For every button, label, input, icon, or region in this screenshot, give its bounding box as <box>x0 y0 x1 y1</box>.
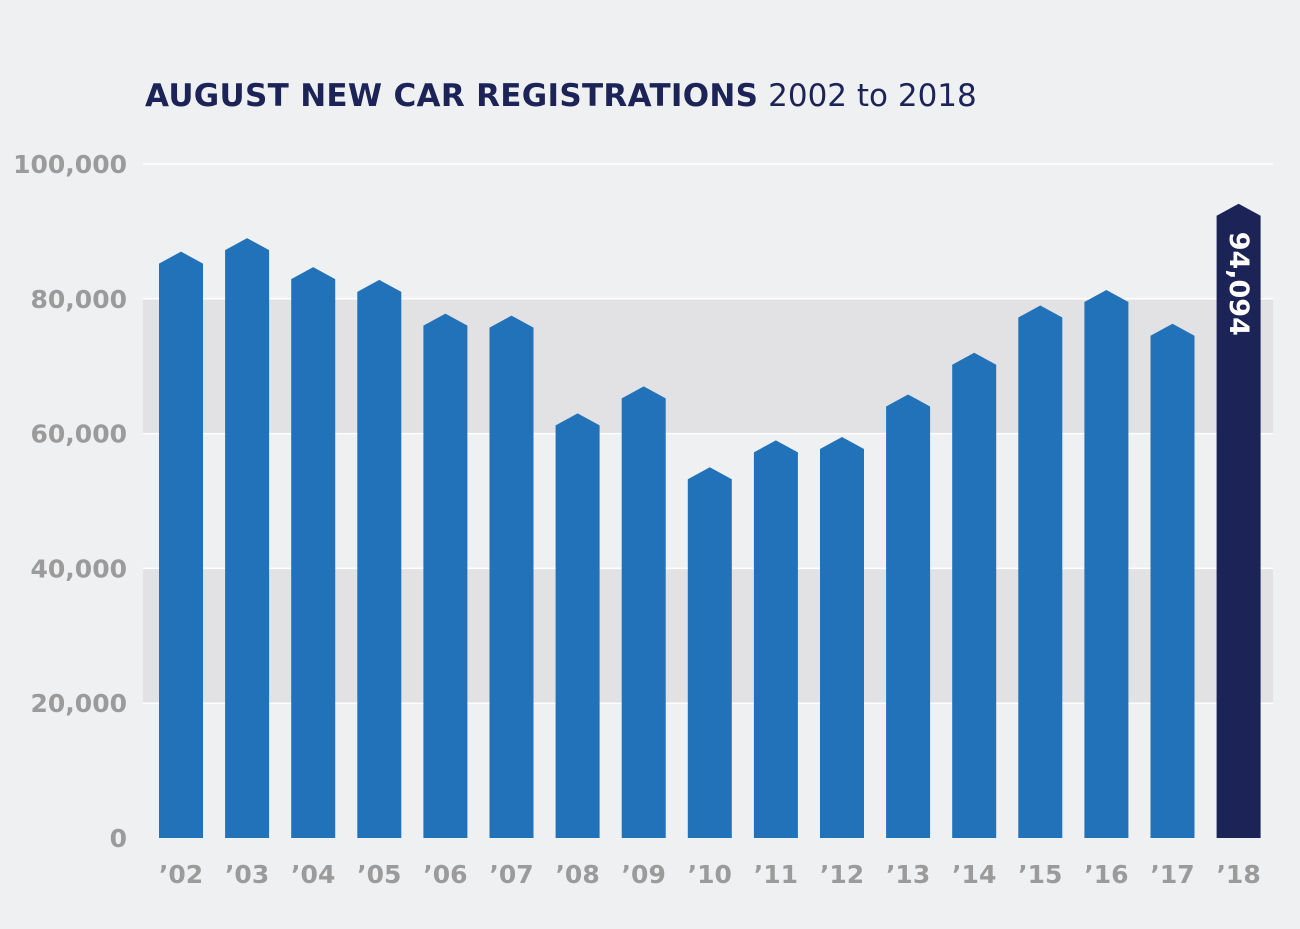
bar <box>820 436 864 838</box>
bar <box>489 315 534 838</box>
x-tick-label: ’12 <box>820 860 864 889</box>
bar <box>225 238 270 838</box>
bar <box>1018 305 1063 838</box>
data-label: 94,094 <box>1223 232 1254 336</box>
y-axis-ticks: 0 20,000 40,000 60,000 80,000 100,000 <box>13 150 127 853</box>
x-tick-label: ’10 <box>688 860 732 889</box>
bar <box>952 352 997 838</box>
y-tick-label: 40,000 <box>31 554 127 583</box>
y-tick-label: 60,000 <box>31 420 127 449</box>
x-tick-label: ’07 <box>489 860 533 889</box>
y-tick-label: 80,000 <box>31 285 127 314</box>
x-tick-label: ’02 <box>159 860 203 889</box>
bar <box>1084 290 1129 839</box>
x-tick-label: ’14 <box>952 860 996 889</box>
x-tick-label: ’18 <box>1216 860 1260 889</box>
bars <box>159 203 1261 839</box>
chart-title-main: AUGUST NEW CAR REGISTRATIONS <box>145 78 759 114</box>
y-tick-label: 20,000 <box>31 689 127 718</box>
bar <box>753 440 798 838</box>
x-tick-label: ’11 <box>754 860 798 889</box>
bar-highlight <box>1216 203 1261 838</box>
bar <box>159 251 203 838</box>
bar <box>291 267 336 838</box>
x-tick-label: ’03 <box>225 860 269 889</box>
bar <box>357 279 402 839</box>
x-tick-label: ’16 <box>1084 860 1128 889</box>
x-tick-label: ’06 <box>423 860 467 889</box>
x-tick-label: ’15 <box>1018 860 1062 889</box>
y-tick-label: 100,000 <box>13 150 127 179</box>
bar <box>886 394 931 838</box>
bar <box>687 467 732 838</box>
x-tick-label: ’09 <box>622 860 666 889</box>
x-tick-label: ’13 <box>886 860 930 889</box>
y-tick-label: 0 <box>110 824 127 853</box>
chart-title-years: 2002 to 2018 <box>768 78 977 114</box>
bar <box>423 313 468 838</box>
x-tick-label: ’05 <box>357 860 401 889</box>
x-axis-ticks: ’02 ’03 ’04 ’05 ’06 ’07 ’08 ’09 ’10 ’11 ’12 ’13 ’14 ’… <box>159 860 1261 889</box>
bar <box>1150 323 1195 838</box>
x-tick-label: ’04 <box>291 860 335 889</box>
x-tick-label: ’08 <box>555 860 599 889</box>
bar <box>621 386 666 838</box>
bar <box>555 413 600 838</box>
chart-title: AUGUST NEW CAR REGISTRATIONS 2002 to 201… <box>145 78 977 114</box>
data-labels: 94,094 <box>1223 232 1254 336</box>
x-tick-label: ’17 <box>1150 860 1194 889</box>
